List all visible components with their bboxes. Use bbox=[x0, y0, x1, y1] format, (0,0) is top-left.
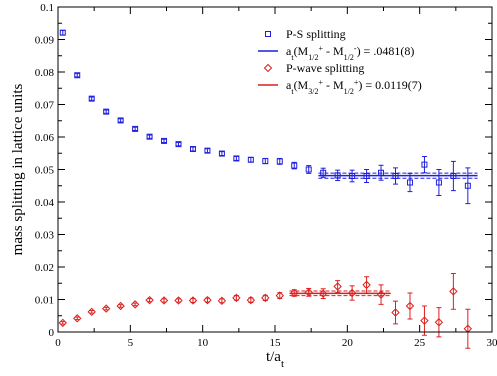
ps-data-point bbox=[233, 155, 240, 162]
ps-data-point bbox=[421, 161, 428, 168]
ps-data-point bbox=[305, 166, 312, 173]
legend-ps-marker bbox=[265, 31, 271, 37]
y-tick-label: 0.05 bbox=[35, 165, 55, 177]
pw-data-point bbox=[145, 295, 154, 305]
x-tick-label: 5 bbox=[128, 337, 134, 349]
pw-data-point bbox=[203, 295, 212, 305]
ps-data-point bbox=[189, 146, 196, 153]
pw-data-point bbox=[420, 316, 429, 325]
y-axis-title: mass splitting in lattice units bbox=[10, 84, 26, 256]
pw-data-point bbox=[87, 307, 96, 317]
pw-data-point bbox=[362, 280, 371, 290]
ps-data-point bbox=[103, 108, 110, 115]
pw-data-point bbox=[116, 301, 125, 311]
ps-data-point bbox=[117, 117, 124, 124]
x-tick-label: 25 bbox=[414, 337, 426, 349]
ps-data-point bbox=[74, 72, 81, 79]
ps-data-point bbox=[334, 172, 341, 179]
ps-data-point bbox=[450, 173, 457, 179]
y-tick-label: 0.07 bbox=[35, 100, 55, 112]
pw-data-point bbox=[391, 308, 400, 317]
pw-data-point bbox=[159, 296, 169, 305]
ps-data-point bbox=[363, 173, 370, 179]
ps-data-point bbox=[59, 29, 66, 36]
pw-data-point bbox=[405, 301, 415, 311]
legend-pw-fit-label: at(M3/2+ - M1/2+) = 0.0119(7) bbox=[286, 78, 422, 96]
pw-data-point bbox=[101, 304, 111, 313]
ps-data-point bbox=[276, 158, 283, 165]
x-axis-title-sub: t bbox=[281, 358, 284, 370]
ps-data-point bbox=[291, 162, 298, 169]
pw-data-point bbox=[449, 287, 458, 296]
legend-ps-label: P-S splitting bbox=[286, 27, 346, 41]
ps-data-point bbox=[88, 95, 95, 102]
legend-pw-marker bbox=[263, 63, 273, 73]
ps-data-point bbox=[392, 173, 399, 179]
pw-data-point bbox=[174, 296, 183, 305]
ps-data-point bbox=[406, 179, 413, 186]
ps-data-point bbox=[175, 141, 182, 148]
plot-frame bbox=[57, 6, 493, 333]
ps-data-point bbox=[349, 173, 356, 179]
pw-data-point bbox=[304, 288, 313, 297]
legend: P-S splitting at(M1/2+ - M1/2-) = .0481(8… bbox=[258, 27, 422, 96]
x-tick-label: 10 bbox=[197, 337, 209, 349]
x-tick-label: 0 bbox=[55, 337, 61, 349]
y-tick-label: 0.1 bbox=[40, 2, 54, 14]
ps-data-point bbox=[161, 137, 168, 144]
legend-ps-fit-label: at(M1/2+ - M1/2-) = .0481(8) bbox=[286, 44, 414, 62]
ps-data-point bbox=[464, 182, 471, 189]
pw-data-point bbox=[318, 289, 328, 298]
x-tick-label: 20 bbox=[342, 337, 354, 349]
pw-data-point bbox=[275, 291, 284, 300]
pw-data-point bbox=[434, 318, 444, 327]
data-points bbox=[58, 29, 473, 349]
pw-data-point bbox=[333, 282, 342, 291]
legend-pw-label: P-wave splitting bbox=[286, 61, 364, 75]
y-tick-label: 0.09 bbox=[35, 35, 55, 47]
pw-data-point bbox=[246, 295, 256, 305]
y-tick-label: 0 bbox=[49, 327, 55, 339]
pw-data-point bbox=[376, 290, 386, 299]
ps-data-point bbox=[378, 169, 385, 176]
pw-data-point bbox=[58, 318, 67, 328]
ps-data-point bbox=[247, 156, 254, 163]
y-tick-label: 0.03 bbox=[35, 230, 55, 242]
y-tick-label: 0.01 bbox=[35, 295, 54, 307]
x-axis-title-main: t/a bbox=[266, 349, 281, 365]
ps-data-point bbox=[218, 150, 225, 157]
ps-data-point bbox=[262, 158, 269, 165]
x-tick-label: 15 bbox=[270, 337, 282, 349]
x-axis-title: t/at bbox=[266, 349, 284, 370]
ps-data-point bbox=[204, 147, 211, 154]
y-tick-label: 0.02 bbox=[35, 262, 54, 274]
ps-data-point bbox=[435, 179, 442, 186]
pw-data-point bbox=[130, 300, 140, 309]
pw-data-point bbox=[290, 288, 299, 298]
y-tick-label: 0.04 bbox=[35, 197, 55, 209]
pw-data-point bbox=[261, 293, 270, 303]
pw-data-point bbox=[347, 288, 357, 298]
ps-data-point bbox=[320, 169, 327, 176]
pw-data-point bbox=[232, 293, 241, 303]
ps-data-point bbox=[146, 133, 153, 140]
pw-data-point bbox=[188, 296, 198, 305]
y-tick-label: 0.08 bbox=[35, 67, 55, 79]
ps-data-point bbox=[132, 125, 139, 132]
x-tick-label: 30 bbox=[487, 337, 497, 349]
fit-lines bbox=[289, 172, 478, 297]
pw-data-point bbox=[217, 296, 227, 306]
pw-data-point bbox=[73, 314, 82, 323]
y-tick-label: 0.06 bbox=[35, 132, 55, 144]
axis-ticks: 0 5 10 15 20 25 30 0 0.01 0.02 0.03 0.04 0.05 0.06 0.0… bbox=[35, 2, 497, 349]
